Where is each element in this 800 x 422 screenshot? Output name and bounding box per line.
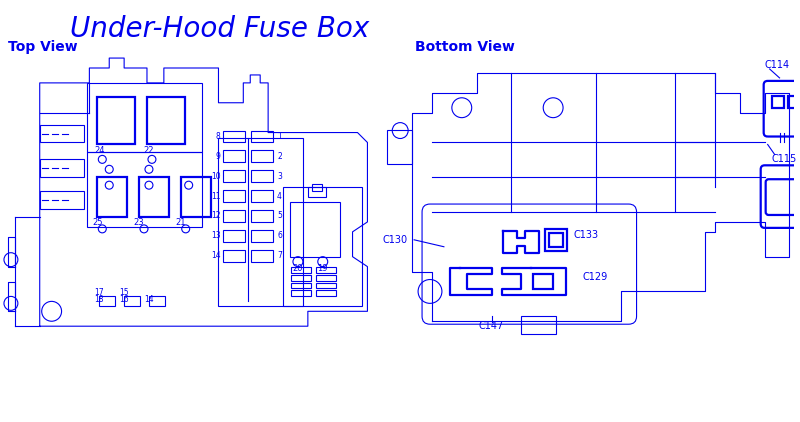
Bar xyxy=(549,233,563,247)
Bar xyxy=(98,97,135,144)
Text: Bottom View: Bottom View xyxy=(415,40,515,54)
Bar xyxy=(290,202,340,257)
Bar xyxy=(522,316,556,334)
Text: C129: C129 xyxy=(583,271,608,281)
Bar xyxy=(147,97,185,144)
Bar xyxy=(223,130,246,143)
Bar xyxy=(316,275,336,281)
Bar xyxy=(291,275,311,281)
Bar xyxy=(223,190,246,202)
Bar xyxy=(223,230,246,242)
Bar xyxy=(139,177,169,217)
Text: 25: 25 xyxy=(92,219,102,227)
Bar xyxy=(534,273,553,289)
Text: 21: 21 xyxy=(175,219,186,227)
Bar xyxy=(99,296,115,306)
Bar xyxy=(387,130,412,164)
Text: 19: 19 xyxy=(318,264,328,273)
Bar xyxy=(223,210,246,222)
Bar xyxy=(181,177,210,217)
Text: C114: C114 xyxy=(765,60,790,70)
Bar xyxy=(316,282,336,289)
Bar xyxy=(218,138,303,306)
Text: 13: 13 xyxy=(211,231,221,240)
Text: 5: 5 xyxy=(277,211,282,220)
Text: Top View: Top View xyxy=(8,40,78,54)
Bar xyxy=(251,130,273,143)
Text: 18: 18 xyxy=(94,295,104,304)
Bar xyxy=(251,250,273,262)
Bar xyxy=(251,150,273,162)
Bar xyxy=(40,160,85,177)
Text: 22: 22 xyxy=(144,146,154,155)
Text: C133: C133 xyxy=(574,230,599,240)
Bar xyxy=(223,170,246,182)
Bar xyxy=(87,83,202,152)
Text: 9: 9 xyxy=(215,152,221,161)
Bar xyxy=(223,250,246,262)
Text: 10: 10 xyxy=(211,172,221,181)
Bar xyxy=(87,152,202,227)
Text: 16: 16 xyxy=(119,295,129,304)
Text: C115: C115 xyxy=(772,154,797,164)
Bar xyxy=(251,210,273,222)
Text: C147: C147 xyxy=(479,321,504,331)
Text: 23: 23 xyxy=(134,219,144,227)
Text: 2: 2 xyxy=(277,152,282,161)
Text: 24: 24 xyxy=(94,146,105,155)
Bar xyxy=(223,150,246,162)
Bar xyxy=(124,296,140,306)
Text: C130: C130 xyxy=(382,235,407,245)
Text: 17: 17 xyxy=(94,288,104,297)
Bar xyxy=(316,267,336,273)
Text: 12: 12 xyxy=(211,211,221,220)
Bar xyxy=(251,230,273,242)
Bar xyxy=(316,290,336,296)
Text: 6: 6 xyxy=(277,231,282,240)
Bar xyxy=(291,290,311,296)
Text: 15: 15 xyxy=(119,288,129,297)
Text: 20: 20 xyxy=(293,264,303,273)
Bar xyxy=(40,124,85,143)
Text: 3: 3 xyxy=(277,172,282,181)
Bar xyxy=(251,190,273,202)
Text: Under-Hood Fuse Box: Under-Hood Fuse Box xyxy=(70,15,369,43)
Text: 14: 14 xyxy=(211,251,221,260)
Text: 4: 4 xyxy=(277,192,282,200)
Bar xyxy=(772,96,783,108)
Bar xyxy=(545,229,567,251)
Text: 14: 14 xyxy=(144,295,154,304)
Bar xyxy=(312,184,322,191)
Bar xyxy=(291,267,311,273)
Text: 8: 8 xyxy=(216,132,221,141)
Bar xyxy=(308,187,326,197)
Bar xyxy=(283,187,362,306)
Bar xyxy=(787,96,799,108)
Text: 11: 11 xyxy=(211,192,221,200)
Text: 1: 1 xyxy=(277,132,282,141)
Bar xyxy=(98,177,127,217)
Bar xyxy=(149,296,165,306)
Bar xyxy=(291,282,311,289)
Text: 7: 7 xyxy=(277,251,282,260)
Bar xyxy=(251,170,273,182)
Bar xyxy=(40,191,85,209)
